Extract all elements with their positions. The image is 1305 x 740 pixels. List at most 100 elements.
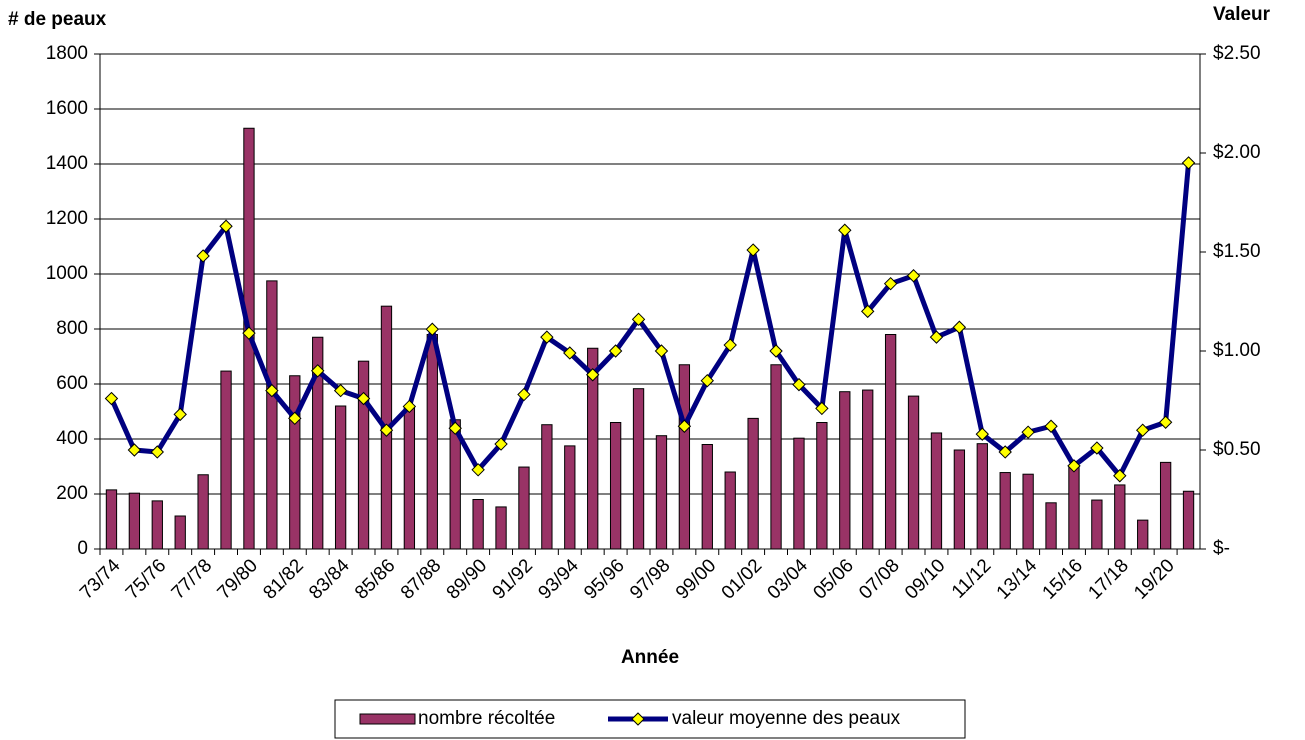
bar — [472, 499, 484, 550]
y2-tick-label: $0.50 — [1213, 439, 1261, 460]
marker — [196, 249, 210, 263]
marker — [952, 320, 967, 334]
marker — [288, 411, 302, 426]
bar — [1137, 519, 1149, 550]
bar — [930, 432, 943, 550]
legend-label: valeur moyenne des peaux — [672, 708, 901, 729]
bar — [403, 405, 416, 550]
line — [109, 162, 1192, 479]
bar — [151, 500, 163, 550]
y2-tick-label: $1.00 — [1213, 340, 1261, 361]
bar — [747, 417, 759, 550]
bar — [976, 443, 988, 550]
x-tick-label: 09/10 — [901, 555, 949, 603]
x-axis-title: Année — [621, 647, 679, 668]
marker — [219, 219, 233, 233]
bar — [334, 405, 347, 550]
bar — [1022, 473, 1034, 550]
y-tick-label: 600 — [56, 373, 88, 394]
marker — [265, 383, 279, 398]
bar — [999, 472, 1011, 550]
bar — [1091, 499, 1103, 550]
marker — [769, 344, 783, 358]
plot-frame — [99, 53, 1201, 550]
y-tick-label: 200 — [56, 483, 88, 504]
x-tick-label: 03/04 — [764, 555, 813, 604]
marker — [1158, 415, 1173, 429]
marker — [883, 276, 898, 291]
x-tick-label: 75/76 — [122, 555, 170, 603]
marker — [1067, 459, 1081, 473]
marker — [173, 407, 187, 422]
marker — [586, 368, 600, 382]
bar — [1045, 502, 1057, 550]
bar — [724, 471, 736, 550]
y-tick-label: 1200 — [46, 208, 88, 229]
marker — [723, 338, 737, 352]
y-axis-title: # de peaux — [8, 9, 107, 30]
bar — [426, 334, 438, 550]
x-tick-label: 01/02 — [718, 555, 766, 603]
bar — [105, 489, 118, 550]
marker — [975, 427, 989, 441]
marker — [402, 399, 417, 414]
legend-marker — [631, 712, 645, 726]
y2-tick-label: $2.50 — [1213, 43, 1261, 64]
marker — [333, 383, 348, 398]
bar — [495, 506, 507, 550]
y-tick-label: 1600 — [46, 98, 88, 119]
marker — [1113, 469, 1127, 483]
marker — [150, 445, 164, 459]
bar — [564, 445, 576, 550]
x-tick-label: 85/86 — [351, 555, 399, 603]
marker — [631, 312, 646, 327]
marker — [471, 463, 485, 477]
marker — [127, 443, 142, 457]
y2-tick-label: $1.50 — [1213, 241, 1261, 262]
marker — [242, 326, 256, 340]
x-tick-label: 99/00 — [672, 555, 720, 603]
bar — [220, 370, 232, 550]
bar — [839, 391, 851, 550]
x-tick-label: 07/08 — [855, 555, 903, 603]
bar — [884, 334, 897, 550]
x-tick-label: 97/98 — [626, 555, 674, 603]
marker — [861, 304, 875, 319]
legend-swatch — [359, 713, 416, 725]
marker — [379, 423, 394, 437]
y2-tick-label: $2.00 — [1213, 142, 1261, 163]
x-tick-label: 91/92 — [489, 555, 537, 603]
x-tick-label: 89/90 — [443, 555, 491, 603]
bar — [312, 336, 324, 550]
marker — [700, 373, 714, 388]
marker — [540, 330, 554, 344]
marker — [494, 437, 508, 451]
y2-tick-label: $- — [1213, 538, 1230, 559]
bar — [197, 474, 209, 550]
y-tick-label: 1800 — [46, 43, 88, 64]
x-tick-label: 11/12 — [948, 555, 995, 602]
bar — [1182, 490, 1195, 550]
y-tick-label: 400 — [56, 428, 88, 449]
marker — [746, 243, 760, 257]
marker — [311, 364, 325, 378]
bar — [128, 492, 141, 550]
bar — [609, 422, 622, 550]
marker — [998, 445, 1012, 459]
x-tick-label: 95/96 — [580, 555, 628, 603]
marker — [104, 391, 119, 406]
marker — [1090, 441, 1104, 455]
bar — [587, 347, 599, 550]
x-tick-label: 79/80 — [214, 555, 262, 603]
bar — [793, 437, 805, 550]
marker — [1181, 156, 1196, 170]
x-tick-label: 73/74 — [76, 555, 125, 604]
x-tick-label: 77/78 — [168, 555, 216, 603]
bar — [770, 364, 782, 550]
x-tick-label: 87/88 — [397, 555, 445, 603]
x-tick-label: 13/14 — [993, 555, 1042, 604]
y-tick-label: 800 — [56, 318, 88, 339]
marker — [425, 322, 439, 336]
marker — [608, 344, 623, 358]
y-tick-label: 1400 — [46, 153, 88, 174]
